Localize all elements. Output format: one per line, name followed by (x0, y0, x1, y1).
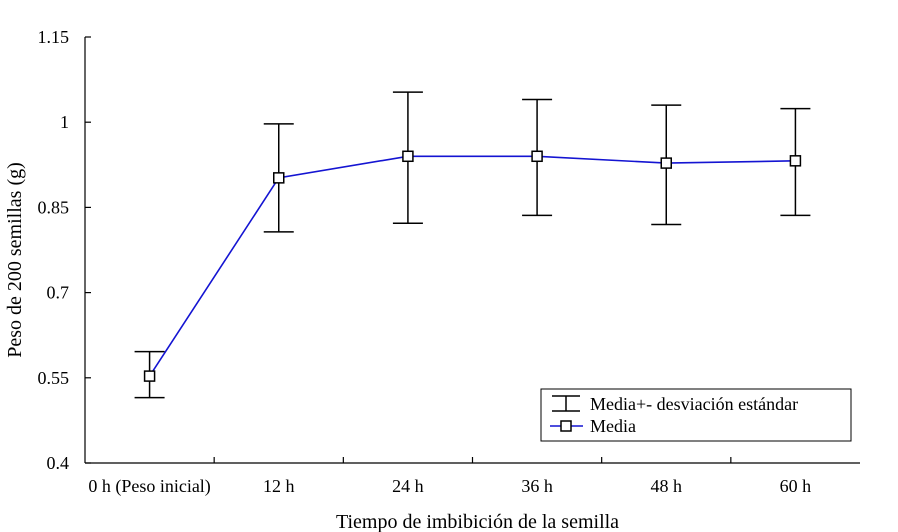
y-tick-label: 0.55 (38, 368, 70, 388)
mean-point (531, 150, 543, 163)
y-tick-label: 1.15 (38, 27, 70, 47)
legend-mean-marker (560, 420, 572, 432)
x-tick-label: 12 h (263, 476, 295, 496)
legend-entry-errorbar: Media+- desviación estándar (590, 394, 798, 414)
y-tick-label: 1 (60, 112, 69, 132)
legend-box (540, 388, 852, 442)
mean-point (402, 150, 414, 163)
legend-entry-mean: Media (590, 416, 636, 436)
x-tick-label: 36 h (521, 476, 553, 496)
mean-point (273, 172, 285, 184)
mean-point (660, 157, 672, 169)
mean-point (143, 370, 156, 382)
x-tick-label: 24 h (392, 476, 424, 496)
mean-line (148, 155, 796, 377)
y-tick-label: 0.85 (38, 197, 70, 217)
series-media (143, 150, 802, 382)
x-axis-title: Tiempo de imbibición de la semilla (336, 511, 619, 532)
y-tick-label: 0.4 (47, 453, 70, 473)
y-axis-title: Peso de 200 semillas (g) (4, 162, 26, 358)
axes: 0.4 0.55 0.7 0.85 1 1.15 0 h (Peso inicial) 12 … (4, 27, 860, 532)
mean-point (789, 155, 802, 167)
x-tick-label: 60 h (780, 476, 812, 496)
x-tick-label: 48 h (651, 476, 683, 496)
x-tick-label: 0 h (Peso inicial) (88, 476, 210, 497)
y-tick-label: 0.7 (47, 283, 70, 303)
